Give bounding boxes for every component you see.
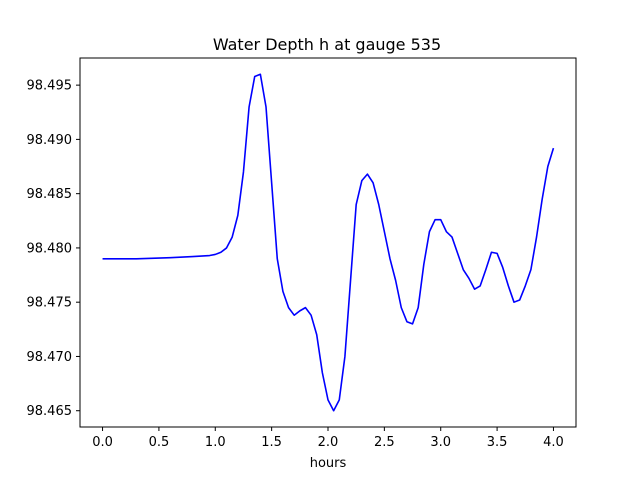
y-axis-ticks: 98.465 98.470 98.475 98.480 98.485 98.490 98.4…: [27, 79, 80, 419]
y-tick-label: 98.475: [27, 296, 73, 311]
x-axis-label: hours: [310, 456, 347, 471]
y-tick-label: 98.495: [27, 79, 73, 94]
x-tick-label: 0.0: [92, 435, 113, 450]
y-tick-label: 98.485: [27, 187, 73, 202]
x-tick-label: 2.0: [318, 435, 339, 450]
chart-title: Water Depth h at gauge 535: [213, 35, 441, 54]
x-tick-label: 3.5: [487, 435, 508, 450]
x-tick-label: 1.5: [261, 435, 282, 450]
y-tick-label: 98.480: [27, 241, 73, 256]
x-tick-label: 1.0: [205, 435, 226, 450]
x-axis-ticks: 0.0 0.5 1.0 1.5 2.0 2.5 3.0 3.5 4.0: [92, 427, 564, 450]
x-tick-label: 3.0: [430, 435, 451, 450]
y-tick-label: 98.470: [27, 350, 73, 365]
y-tick-label: 98.465: [27, 404, 73, 419]
x-tick-label: 0.5: [149, 435, 170, 450]
x-tick-label: 2.5: [374, 435, 395, 450]
series-line: [102, 73, 555, 412]
x-tick-label: 4.0: [543, 435, 564, 450]
y-tick-label: 98.490: [27, 133, 73, 148]
